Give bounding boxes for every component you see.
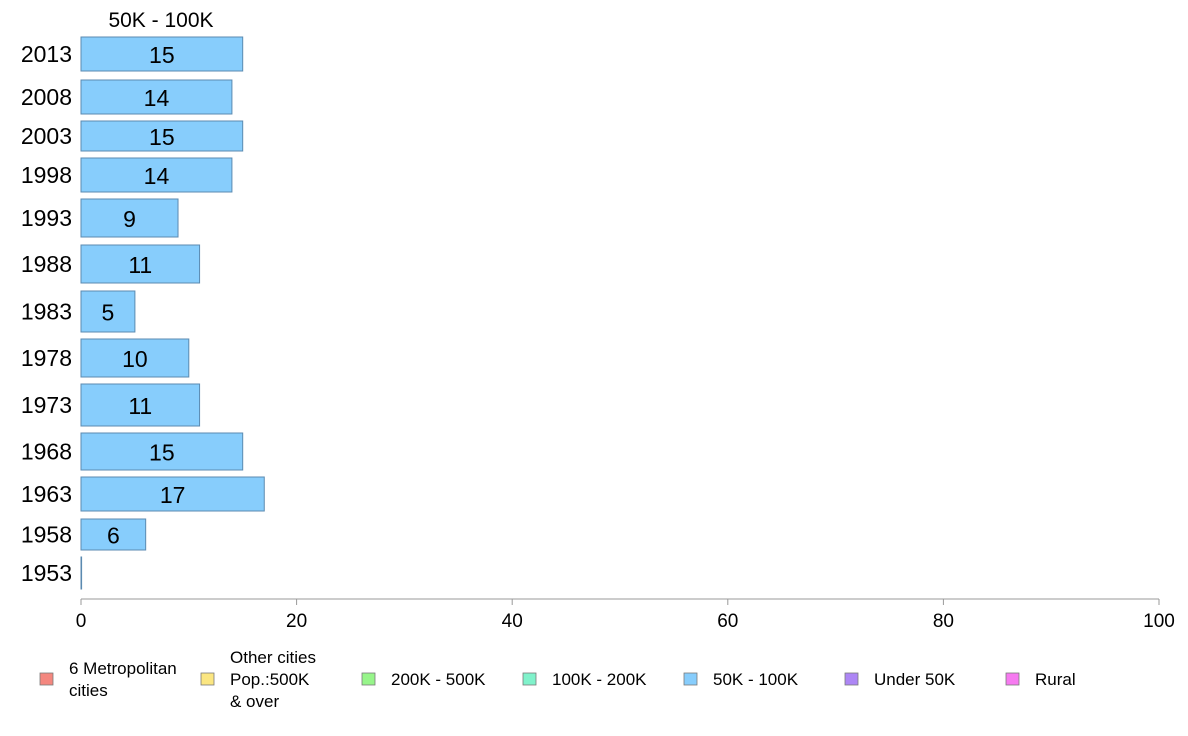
legend-swatch [1005,672,1020,686]
bar [80,476,265,512]
bar [80,244,201,284]
year-label: 2008 [21,84,72,110]
bar [80,120,244,152]
bar-value-label: 14 [144,163,170,189]
year-label: 1988 [21,251,72,277]
bar-value-label: 14 [144,85,170,111]
bar-value-label: 15 [149,440,175,466]
legend-label: Pop.:500K [230,670,310,689]
x-tick-label: 0 [76,611,87,632]
legend: 6 Metropolitan cities Other cities Pop.:50… [39,648,1076,711]
bar-value-label: 15 [149,124,175,150]
bar-value-label: 9 [123,206,136,232]
bar [80,36,244,72]
bar [80,556,83,590]
year-label: 2003 [21,123,72,149]
bar [80,338,190,378]
legend-label: 50K - 100K [713,670,799,689]
legend-label: Under 50K [874,670,956,689]
bar-value-label: 15 [149,42,175,68]
legend-label: Other cities [230,648,316,667]
bar [80,518,147,551]
x-tick-label: 100 [1143,611,1175,632]
bar-value-label: 11 [128,252,152,278]
legend-label: Rural [1035,670,1076,689]
x-tick-label: 40 [502,611,523,632]
year-label: 1968 [21,439,72,465]
legend-label: 200K - 500K [391,670,486,689]
x-tick-label: 20 [286,611,307,632]
bar [80,432,244,471]
year-label: 2013 [21,41,72,67]
bar [80,157,233,193]
bars-layer: 2013 15 2008 14 2003 15 1998 14 1993 9 1988 11 1983 5… [21,36,265,590]
bar [80,290,136,333]
bar-value-label: 17 [160,482,186,508]
x-tick-label: 60 [717,611,738,632]
year-label: 1983 [21,299,72,325]
bar-value-label: 11 [128,393,152,419]
year-label: 1993 [21,205,72,231]
legend-swatch [683,672,698,686]
year-label: 1973 [21,392,72,418]
bar-value-label: 6 [107,523,120,549]
year-label: 1963 [21,481,72,507]
year-label: 1953 [21,560,72,586]
year-label: 1998 [21,162,72,188]
x-axis: 0 20 40 60 80 100 [76,598,1175,632]
bar-value-label: 10 [122,346,148,372]
legend-swatch [200,672,215,686]
bar-value-label: 5 [102,300,115,326]
chart-title: 50K - 100K [108,9,213,32]
bar [80,383,201,427]
legend-label: & over [230,692,279,711]
legend-label: 6 Metropolitan [69,659,177,678]
legend-label: 100K - 200K [552,670,647,689]
bar [80,198,179,238]
x-tick-label: 80 [933,611,954,632]
legend-label: cities [69,681,108,700]
year-label: 1958 [21,522,72,548]
year-label: 1978 [21,345,72,371]
legend-swatch [39,672,54,686]
legend-swatch [522,672,537,686]
bar [80,79,233,115]
legend-swatch [361,672,376,686]
legend-swatch [844,672,859,686]
